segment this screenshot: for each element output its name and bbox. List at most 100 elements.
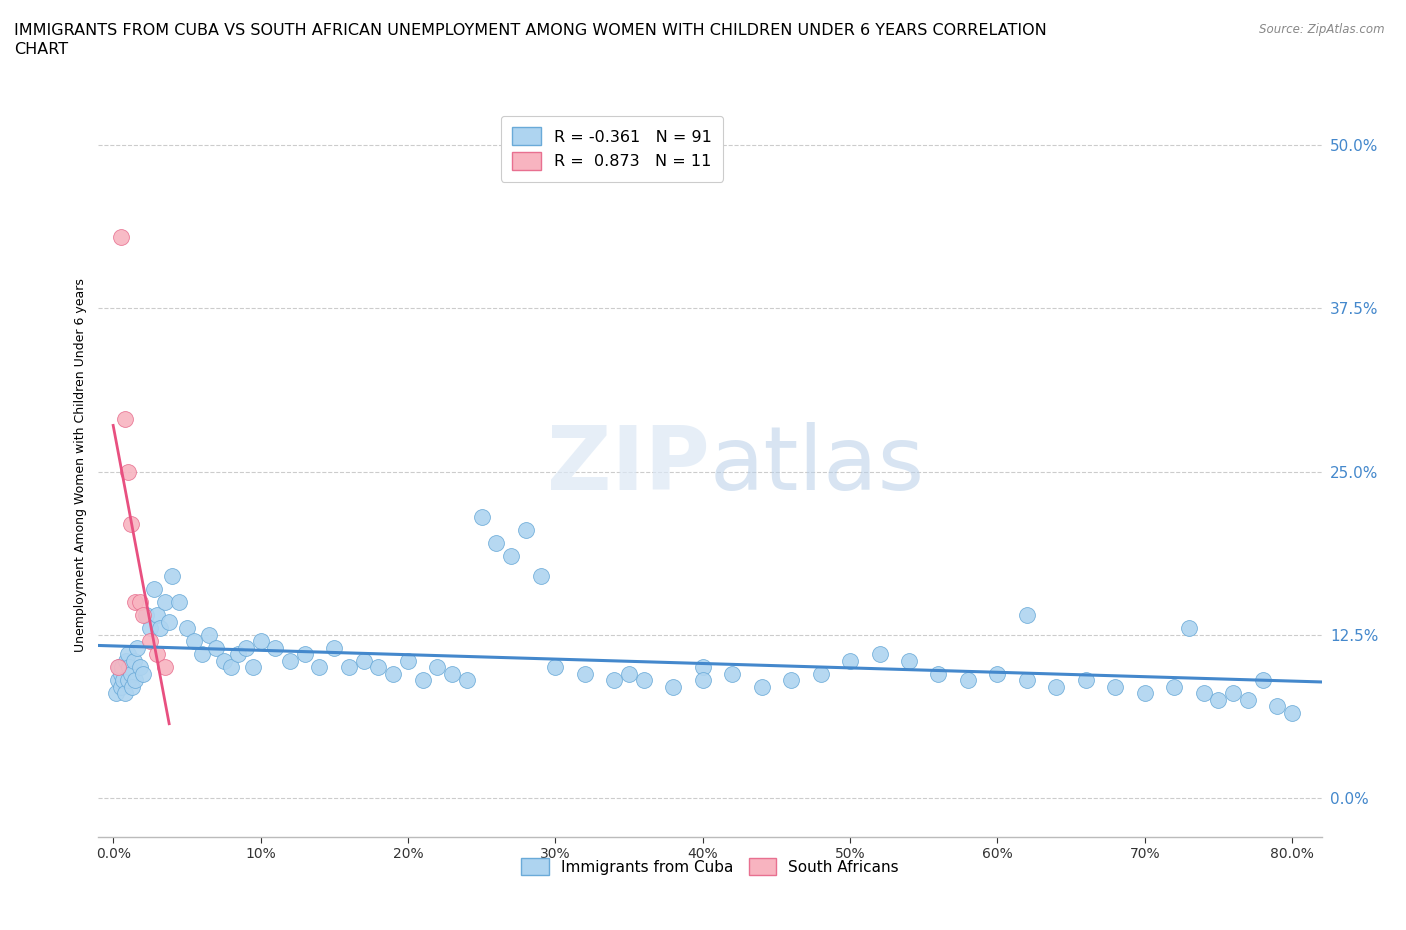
Point [264,640,287,655]
Point [120,516,142,531]
Point [1015,673,1038,688]
Point [198,627,221,642]
Point [176,620,198,635]
Point [146,607,169,622]
Point [1192,686,1215,701]
Point [114,686,136,701]
Point [114,412,136,427]
Point [205,640,228,655]
Y-axis label: Unemployment Among Women with Children Under 6 years: Unemployment Among Women with Children U… [75,278,87,652]
Point [146,647,169,662]
Point [219,660,242,675]
Point [143,581,166,596]
Point [367,660,389,675]
Point [499,549,522,564]
Point [278,654,301,669]
Point [125,640,148,655]
Point [128,594,150,609]
Point [169,594,191,609]
Point [1208,693,1230,708]
Text: Source: ZipAtlas.com: Source: ZipAtlas.com [1260,23,1385,36]
Point [692,660,714,675]
Point [1104,680,1126,695]
Point [323,640,346,655]
Point [485,536,508,551]
Point [235,640,257,655]
Point [124,594,146,609]
Point [135,607,157,622]
Point [117,464,139,479]
Point [110,229,132,244]
Point [228,647,250,662]
Point [337,660,360,675]
Point [112,673,135,688]
Point [107,673,129,688]
Point [249,633,271,648]
Text: ZIP: ZIP [547,421,710,509]
Point [426,660,449,675]
Point [122,654,145,669]
Point [128,660,150,675]
Point [1133,686,1156,701]
Point [441,667,464,682]
Point [810,667,832,682]
Point [190,647,212,662]
Point [1163,680,1185,695]
Point [110,667,132,682]
Point [108,660,131,675]
Point [662,680,685,695]
Point [956,673,979,688]
Point [153,660,176,675]
Point [110,680,132,695]
Point [105,686,128,701]
Point [117,673,139,688]
Point [1015,607,1038,622]
Point [1267,699,1289,714]
Point [529,568,551,583]
Legend: Immigrants from Cuba, South Africans: Immigrants from Cuba, South Africans [515,852,905,882]
Point [149,620,172,635]
Text: IMMIGRANTS FROM CUBA VS SOUTH AFRICAN UNEMPLOYMENT AMONG WOMEN WITH CHILDREN UND: IMMIGRANTS FROM CUBA VS SOUTH AFRICAN UN… [14,23,1047,38]
Point [456,673,478,688]
Point [544,660,567,675]
Point [212,654,235,669]
Point [107,660,129,675]
Point [780,673,803,688]
Point [294,647,316,662]
Point [515,523,537,538]
Point [353,654,375,669]
Point [471,510,494,525]
Point [721,667,744,682]
Point [160,568,183,583]
Point [120,667,142,682]
Point [1074,673,1097,688]
Point [124,673,146,688]
Point [396,654,419,669]
Point [121,680,143,695]
Point [412,673,434,688]
Point [1281,706,1303,721]
Point [603,673,626,688]
Point [308,660,330,675]
Point [117,647,139,662]
Text: CHART: CHART [14,42,67,57]
Point [1251,673,1274,688]
Point [1045,680,1067,695]
Point [927,667,949,682]
Text: atlas: atlas [710,421,925,509]
Point [986,667,1008,682]
Point [1178,620,1201,635]
Point [111,660,134,675]
Point [183,633,205,648]
Point [751,680,773,695]
Point [382,667,405,682]
Point [869,647,891,662]
Point [131,607,153,622]
Point [157,614,180,629]
Point [118,660,141,675]
Point [115,654,138,669]
Point [1222,686,1244,701]
Point [153,594,176,609]
Point [839,654,862,669]
Point [574,667,596,682]
